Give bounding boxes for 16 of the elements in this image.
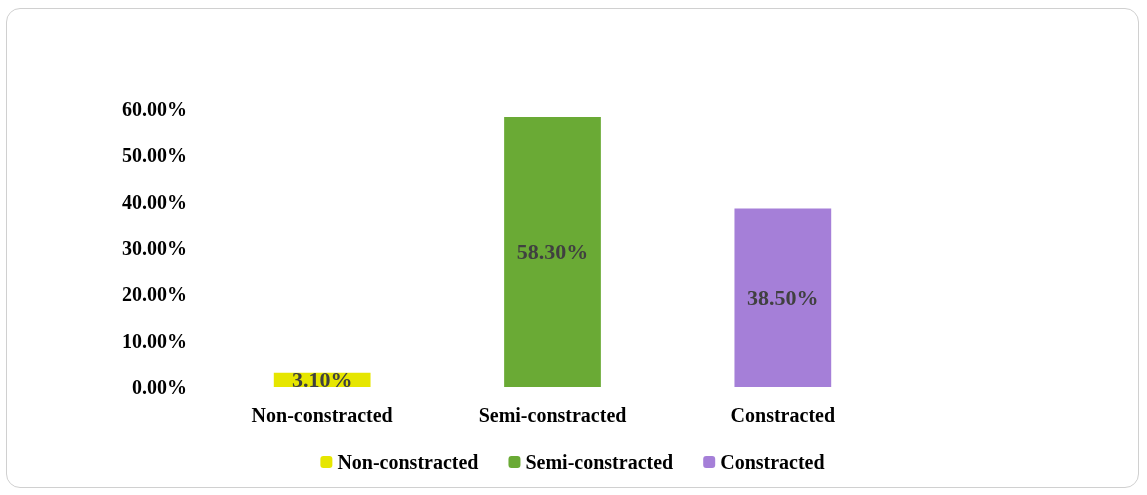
data-label: 58.30% [516, 239, 589, 265]
y-tick-label: 30.00% [122, 237, 187, 259]
y-tick-label: 40.00% [122, 190, 187, 213]
legend-label: Non-constracted [337, 451, 479, 473]
y-tick-label: 0.00% [132, 376, 187, 398]
data-label: 3.10% [291, 367, 353, 393]
y-tick-label: 50.00% [122, 144, 187, 167]
y-tick-label: 60.00% [122, 98, 187, 120]
data-label: 38.50% [747, 285, 819, 311]
y-tick-label: 10.00% [122, 329, 187, 352]
legend-label: Semi-constracted [525, 451, 674, 473]
y-tick-label: 20.00% [122, 283, 187, 306]
x-tick-label: Constracted [730, 404, 836, 426]
x-tick-label: Semi-constracted [478, 404, 627, 426]
legend-label: Constracted [720, 451, 825, 473]
x-tick-label: Non-constracted [251, 404, 393, 426]
